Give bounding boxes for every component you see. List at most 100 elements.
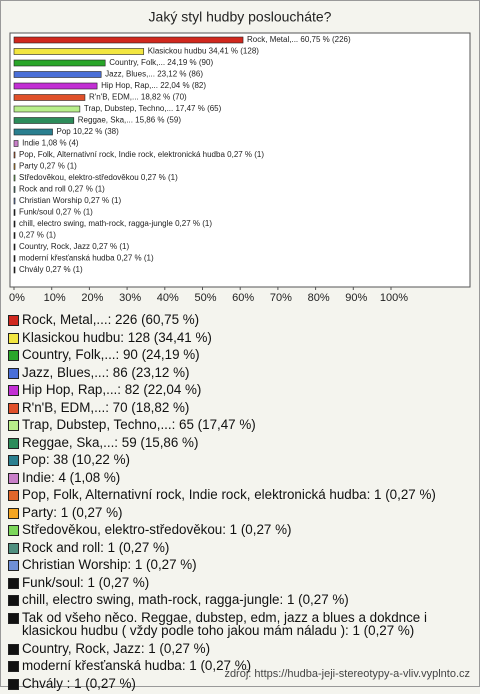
legend-swatch: [8, 678, 19, 690]
legend-swatch: [8, 315, 19, 326]
bar-category: chill, electro swing, math-rock, ragga-j…: [19, 219, 173, 228]
x-tick-label: 90%: [345, 292, 367, 304]
bar-category: Country, Folk,...: [109, 58, 165, 67]
legend-label: R'n'B, EDM,...: 70 (18,82 %): [22, 399, 190, 415]
bar-category: R'n'B, EDM,...: [89, 93, 139, 102]
bar-category: Party: [19, 162, 38, 171]
bar-label: Indie 1,08 % (4): [22, 139, 79, 148]
bar-label: Středověkou, elektro-středověkou 0,27 % …: [19, 173, 178, 182]
x-tick-label: 10%: [44, 292, 66, 304]
legend-label: Indie: 4 (1,08 %): [22, 469, 121, 485]
legend-item: Indie: 4 (1,08 %): [8, 469, 468, 485]
bar: [13, 151, 16, 159]
legend-swatch: [8, 402, 19, 414]
legend-label: Country, Folk,...: 90 (24,19 %): [22, 347, 200, 362]
bar: [13, 232, 16, 239]
x-tick-label: 40%: [157, 292, 179, 304]
bar-label: moderní křesťanská hudba 0,27 % (1): [19, 254, 154, 263]
legend-label: Klasickou hudbu: 128 (34,41 %): [22, 329, 212, 345]
x-tick-label: 50%: [194, 292, 216, 304]
legend-label: chill, electro swing, math-rock, ragga-j…: [22, 592, 349, 607]
bar-category: Středověkou, elektro-středověkou: [19, 173, 139, 182]
x-tick-label: 20%: [81, 292, 103, 304]
bar-category: Christian Worship: [19, 196, 83, 205]
legend-swatch: [8, 595, 19, 606]
bar-category: Country, Rock, Jazz: [19, 242, 90, 251]
legend-item: Rock and roll: 1 (0,27 %): [8, 539, 468, 555]
legend-item: Party: 1 (0,27 %): [8, 505, 468, 520]
bar: [13, 94, 86, 101]
bar: [13, 140, 19, 147]
legend-label: Pop: 38 (10,22 %): [22, 452, 130, 467]
x-tick-label: 0%: [9, 292, 25, 304]
legend-swatch: [8, 643, 19, 655]
bar-category: Rock and roll: [19, 185, 66, 194]
value-label: 10,22 % (38): [73, 127, 119, 136]
bar: [13, 71, 102, 78]
value-label: 18,82 % (70): [141, 93, 187, 102]
value-label: 24,19 % (90): [167, 58, 213, 67]
bar-label: Rock and roll 0,27 % (1): [19, 185, 105, 194]
x-tick-label: 60%: [232, 292, 254, 304]
legend-item: R'n'B, EDM,...: 70 (18,82 %): [8, 399, 468, 415]
value-label: 0,27 % (1): [19, 231, 56, 240]
bar-label: R'n'B, EDM,... 18,82 % (70): [89, 93, 187, 102]
bar: [13, 36, 244, 44]
legend-label: Funk/soul: 1 (0,27 %): [22, 574, 150, 590]
bar-category: Hip Hop, Rap,...: [101, 81, 158, 90]
legend-label: Christian Worship: 1 (0,27 %): [22, 557, 197, 572]
value-label: 0,27 % (1): [84, 196, 121, 205]
bar: [13, 255, 16, 262]
legend-swatch: [8, 525, 19, 536]
bar-label: Country, Folk,... 24,19 % (90): [109, 58, 213, 67]
value-label: 0,27 % (1): [117, 254, 154, 263]
legend-swatch: [8, 577, 19, 589]
value-label: 17,47 % (65): [175, 104, 221, 113]
value-label: 23,12 % (86): [157, 70, 203, 79]
legend-swatch: [8, 472, 19, 484]
legend-label: Country, Rock, Jazz: 1 (0,27 %): [22, 640, 211, 656]
legend-label: Středověkou, elektro-středověkou: 1 (0,2…: [22, 522, 292, 537]
bar-label: Reggae, Ska,... 15,86 % (59): [78, 116, 182, 125]
value-label: 22,04 % (82): [160, 81, 206, 90]
bar-label: Pop 10,22 % (38): [57, 127, 120, 136]
legend-label: Jazz, Blues,...: 86 (23,12 %): [22, 364, 190, 380]
legend-item: moderní křesťanská hudba: 1 (0,27 %): [8, 659, 468, 673]
bar-label: Party 0,27 % (1): [19, 162, 77, 171]
bar: [13, 197, 16, 205]
bar-category: Klasickou hudbu: [148, 47, 207, 56]
bar-category: Pop, Folk, Alternativní rock, Indie rock…: [19, 150, 225, 159]
legend-label: Chvály : 1 (0,27 %): [22, 675, 136, 691]
legend-swatch: [8, 560, 19, 571]
bar: [13, 48, 145, 55]
value-label: 0,27 % (1): [46, 265, 83, 274]
legend-label: Rock and roll: 1 (0,27 %): [22, 539, 170, 555]
bar-label: Rock, Metal,... 60,75 % (226): [247, 35, 351, 44]
legend-swatch: [8, 367, 19, 379]
bar: [13, 59, 106, 67]
legend-item: Klasickou hudbu: 128 (34,41 %): [8, 329, 468, 345]
bar-label: Christian Worship 0,27 % (1): [19, 196, 121, 205]
legend-swatch: [8, 420, 19, 431]
bar-label: Trap, Dubstep, Techno,... 17,47 % (65): [84, 104, 222, 113]
legend-label: Reggae, Ska,...: 59 (15,86 %): [22, 434, 199, 450]
legend-item: Trap, Dubstep, Techno,...: 65 (17,47 %): [8, 418, 468, 432]
bar-label: Hip Hop, Rap,... 22,04 % (82): [101, 81, 206, 90]
bar-category: Jazz, Blues,...: [105, 70, 155, 79]
bar: [13, 174, 16, 182]
bar-label: Country, Rock, Jazz 0,27 % (1): [19, 242, 129, 251]
value-label: 60,75 % (226): [300, 35, 351, 44]
bar: [13, 209, 16, 216]
legend-item: Country, Folk,...: 90 (24,19 %): [8, 348, 468, 362]
bar: [13, 117, 75, 124]
bar: [13, 163, 16, 170]
bar-label: Jazz, Blues,... 23,12 % (86): [105, 70, 203, 79]
legend-item: Jazz, Blues,...: 86 (23,12 %): [8, 364, 468, 380]
legend-swatch: [8, 490, 19, 501]
x-tick-label: 100%: [380, 292, 408, 304]
bar: [13, 220, 16, 228]
legend-swatch: [8, 437, 19, 449]
legend-label: Rock, Metal,...: 226 (60,75 %): [22, 312, 200, 327]
legend-item: Hip Hop, Rap,...: 82 (22,04 %): [8, 383, 468, 397]
legend-item: Středověkou, elektro-středověkou: 1 (0,2…: [8, 523, 468, 537]
